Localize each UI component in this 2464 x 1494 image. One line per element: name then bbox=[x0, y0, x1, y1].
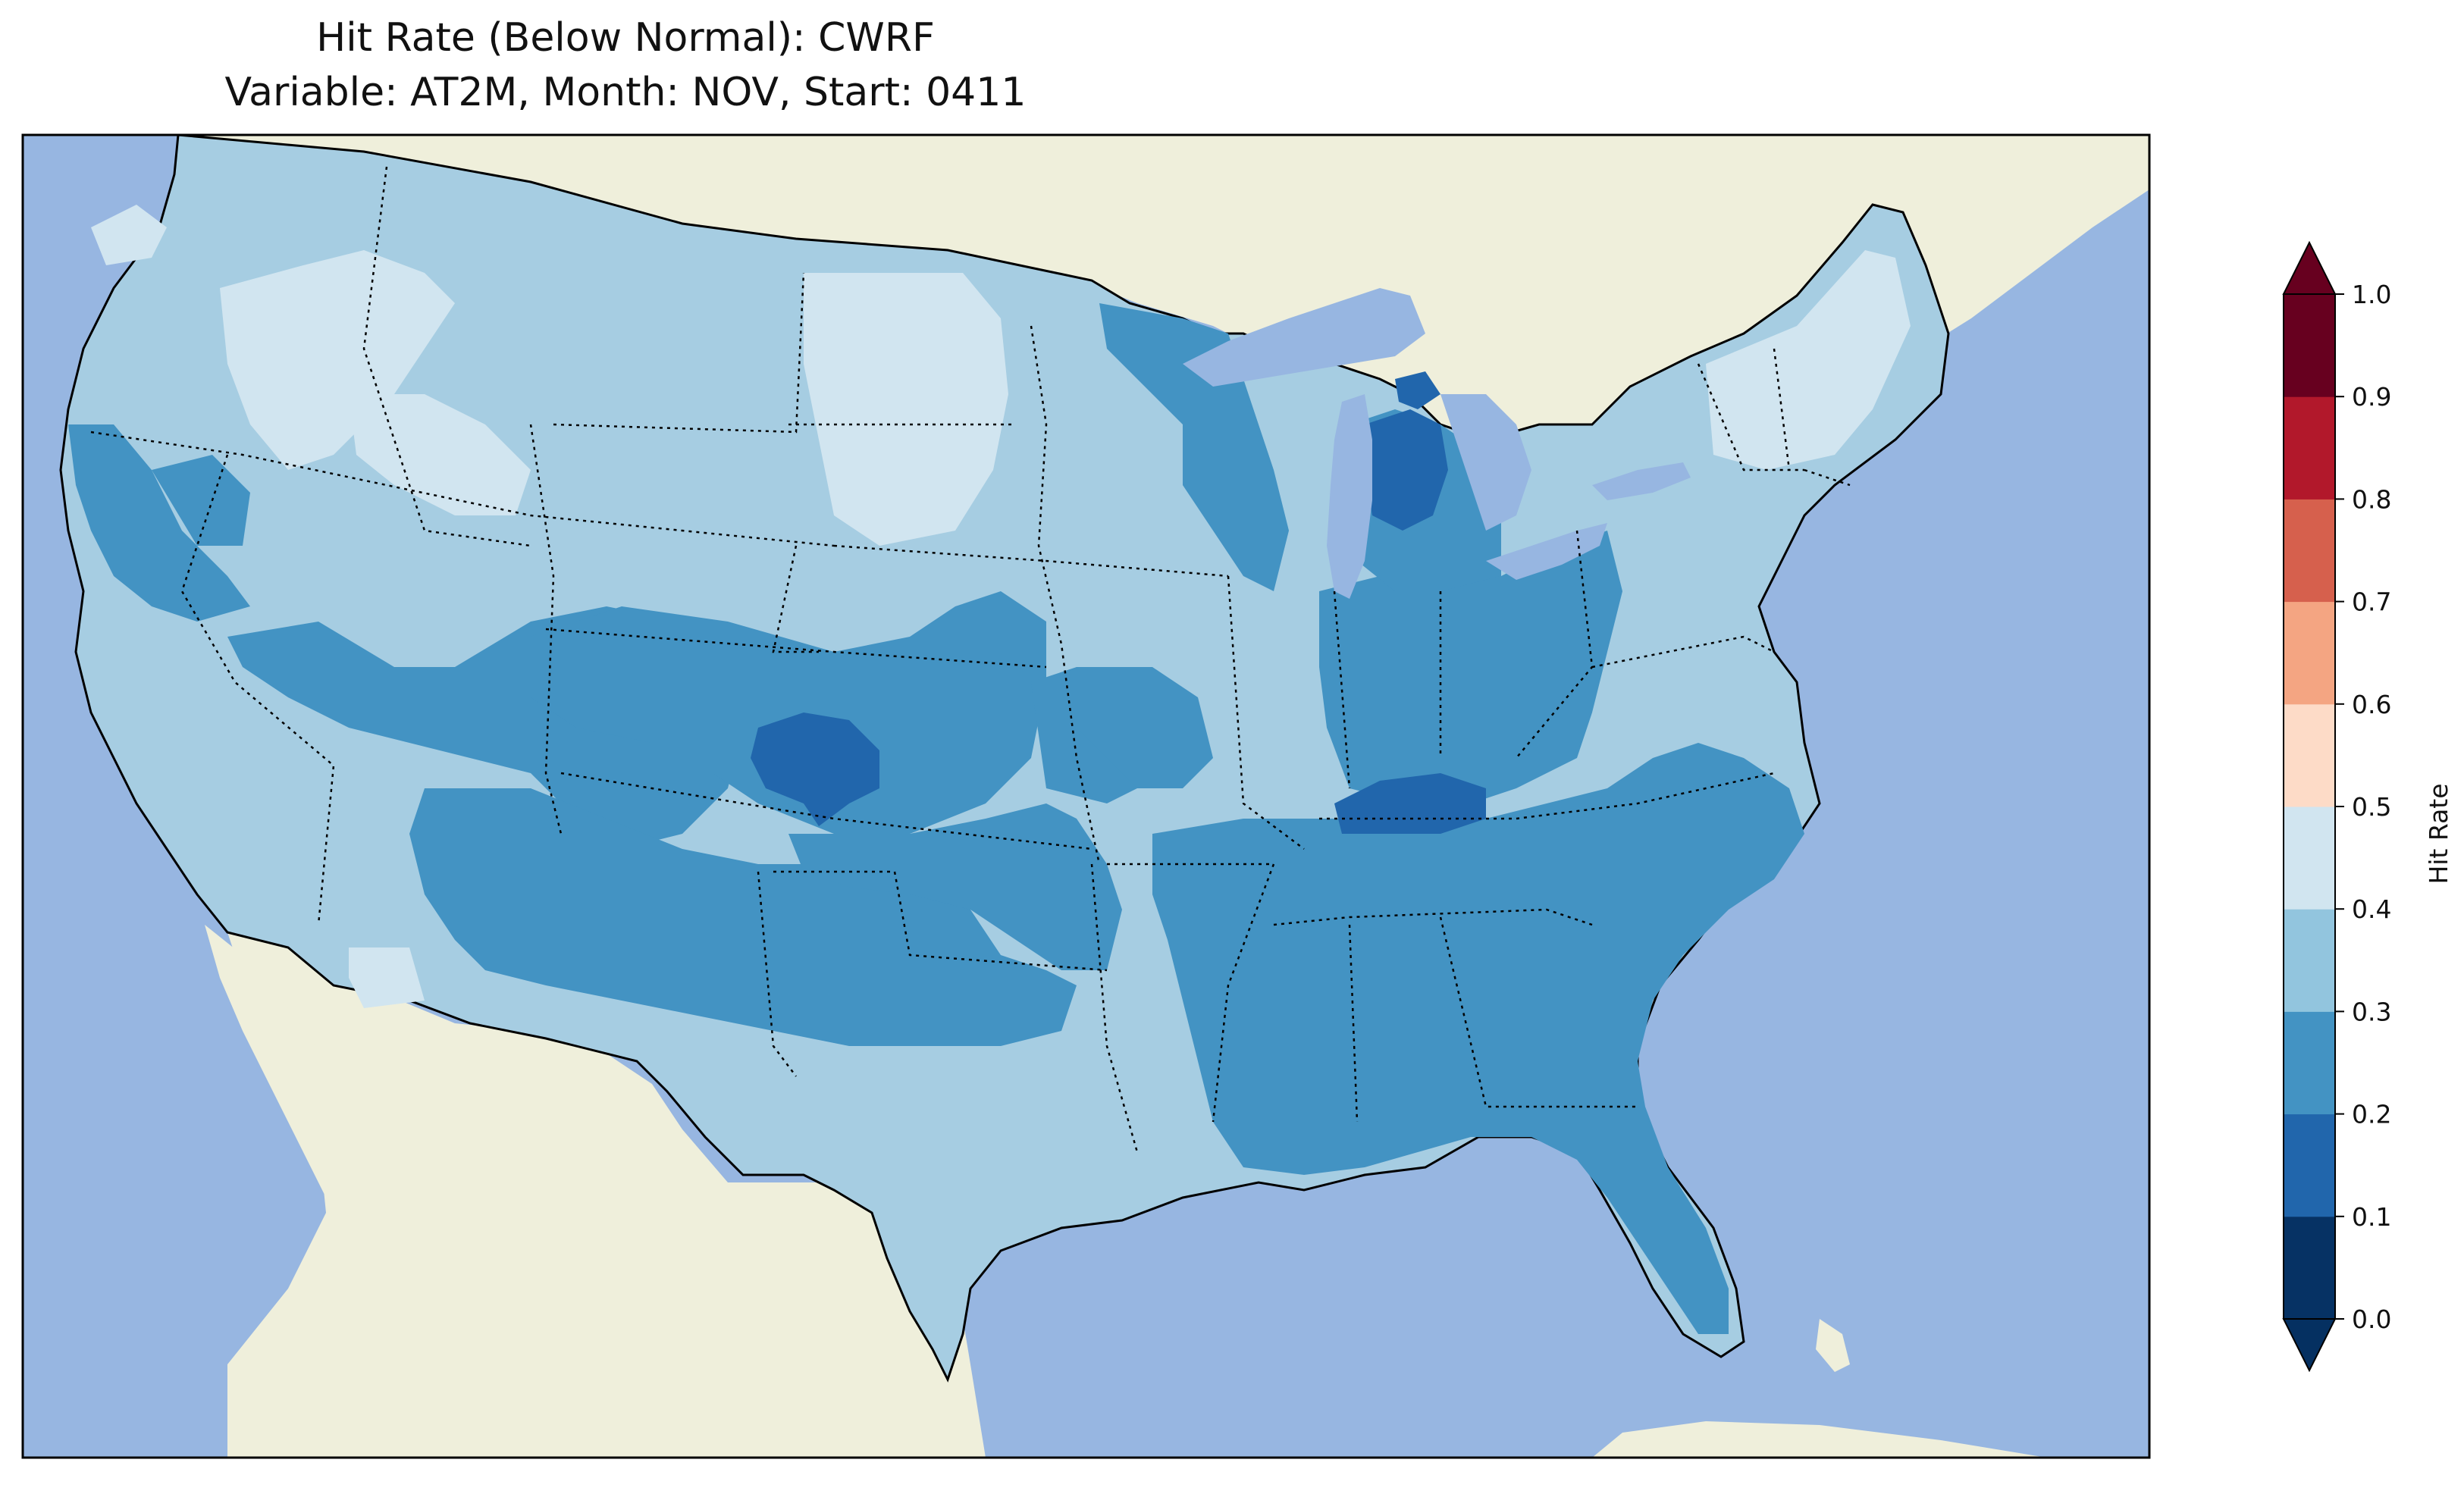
map-title-line1: Hit Rate (Below Normal): CWRF bbox=[316, 15, 935, 61]
region-missouri-south bbox=[1077, 667, 1213, 788]
colorbar-tick-label: 0.6 bbox=[2352, 690, 2391, 719]
colorbar-tick-label: 0.9 bbox=[2352, 382, 2391, 412]
region-lake-superior-dark bbox=[1395, 371, 1440, 409]
region-michigan-dark bbox=[1365, 409, 1448, 531]
state-borders bbox=[90, 166, 1851, 1153]
colorbar-tick-label: 0.4 bbox=[2352, 894, 2391, 924]
colorbar-segment bbox=[2284, 294, 2335, 397]
colorbar-tick-label: 0.2 bbox=[2352, 1100, 2391, 1129]
colorbar-segment bbox=[2284, 703, 2335, 807]
map-title-line2: Variable: AT2M, Month: NOV, Start: 0411 bbox=[224, 70, 1027, 115]
region-ok-ark bbox=[788, 803, 1122, 970]
colorbar-label: Hit Rate bbox=[2424, 783, 2453, 884]
lake-michigan bbox=[1327, 394, 1372, 599]
colorbar-tick-label: 0.7 bbox=[2352, 587, 2391, 617]
colorbar-tick-label: 0.0 bbox=[2352, 1305, 2391, 1334]
colorbar-extend-low bbox=[2282, 1318, 2337, 1373]
colorbar-segment bbox=[2284, 807, 2335, 910]
colorbar-segment bbox=[2284, 601, 2335, 705]
lake-ontario bbox=[1592, 462, 1691, 500]
region-maine bbox=[1706, 250, 1911, 470]
colorbar-segment bbox=[2284, 909, 2335, 1012]
region-idaho-montana bbox=[220, 250, 455, 470]
colorbar-tick-label: 1.0 bbox=[2352, 280, 2391, 309]
colorbar-tick-label: 0.1 bbox=[2352, 1202, 2391, 1232]
region-oregon-coast-light bbox=[91, 205, 167, 265]
colorbar-segment bbox=[2284, 396, 2335, 500]
region-oregon-coast bbox=[68, 424, 250, 622]
colorbar-tick-label: 0.5 bbox=[2352, 792, 2391, 822]
region-nevada-south bbox=[349, 947, 425, 1008]
colorbar-segment bbox=[2284, 499, 2335, 603]
region-montana-central bbox=[349, 394, 531, 515]
map-frame bbox=[21, 133, 2151, 1459]
region-southeast bbox=[1152, 743, 1804, 1334]
bahamas-land bbox=[1816, 1319, 1850, 1372]
colorbar-segment bbox=[2284, 1113, 2335, 1217]
region-oregon-inner bbox=[152, 455, 250, 546]
region-central-rockies bbox=[531, 591, 1046, 834]
region-midwest-east bbox=[1319, 531, 1622, 803]
canada-land bbox=[174, 135, 2149, 599]
baja-land bbox=[205, 925, 440, 1410]
lake-erie bbox=[1486, 523, 1607, 580]
colorbar-tick-label: 0.8 bbox=[2352, 484, 2391, 514]
colorbar-extend-high bbox=[2282, 240, 2337, 295]
colorbar-tick-label: 0.3 bbox=[2352, 997, 2391, 1026]
caribbean-land bbox=[1592, 1421, 2047, 1458]
region-dakotas bbox=[804, 273, 1008, 546]
colorbar-segment bbox=[2284, 1011, 2335, 1115]
region-colorado-east-dark bbox=[751, 713, 879, 826]
lake-huron bbox=[1440, 394, 1531, 531]
lake-superior bbox=[1183, 288, 1425, 387]
colorbar-segment bbox=[2284, 1216, 2335, 1320]
